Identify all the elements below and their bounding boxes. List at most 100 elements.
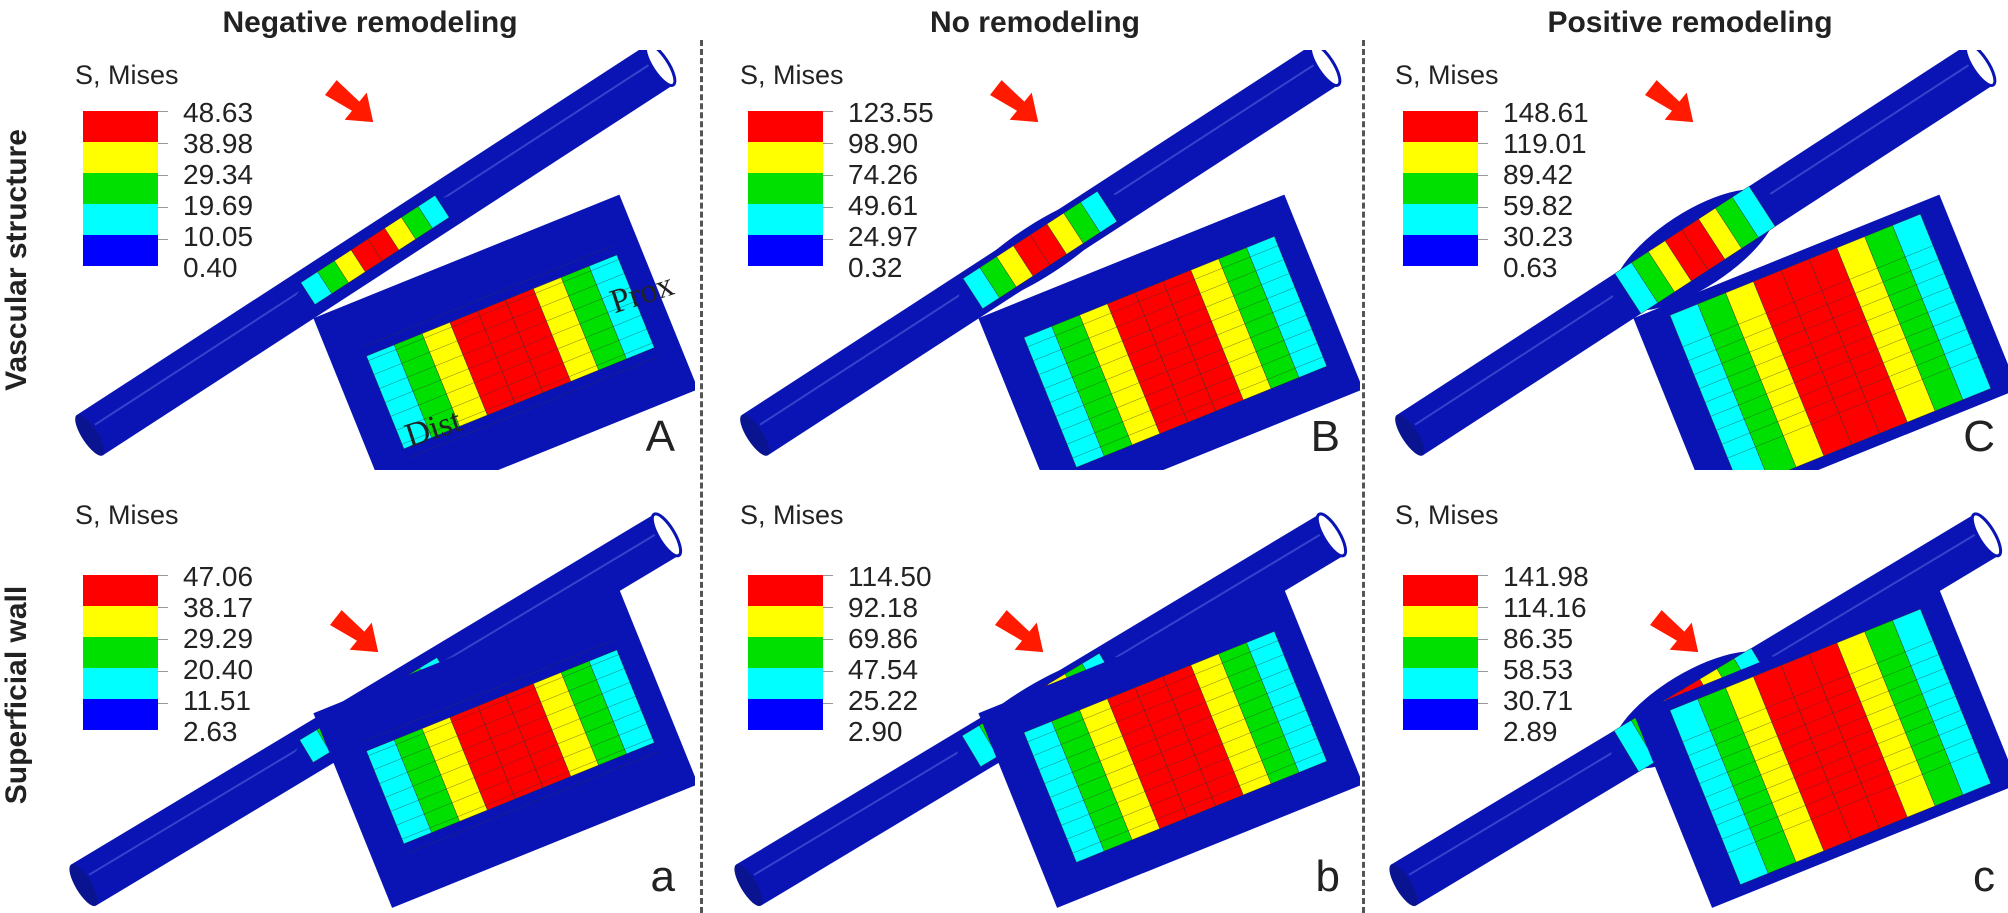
legend-tick [158, 575, 168, 607]
legend-tick [1478, 639, 1488, 671]
stress-legend: S, Mises 47.06 38.17 29.29 20.40 11.51 2.63 [75, 500, 295, 747]
mesh-line [1705, 301, 1956, 403]
legend-value: 30.23 [1503, 221, 1574, 252]
mesh-line [368, 259, 619, 361]
panel-b: S, Mises 114.50 92.18 69.86 47.54 25.22 2.90 … [710, 490, 1360, 910]
legend-value: 58.53 [1503, 654, 1574, 685]
mesh-line [396, 328, 647, 431]
legend-swatch [83, 204, 158, 235]
panel-a: S, Mises 47.06 38.17 29.29 20.40 11.51 2.63 a [45, 490, 695, 910]
row-label-vascular-structure: Vascular structure [0, 129, 33, 391]
legend-swatch [1403, 173, 1478, 204]
legend-swatch [1403, 142, 1478, 173]
legend-swatch [748, 111, 823, 142]
mesh-line [396, 723, 647, 826]
stress-legend: S, Mises 148.61 119.01 89.42 59.82 30.23 0.63 [1395, 60, 1615, 283]
mesh-line [373, 273, 625, 375]
legend-value: 69.86 [848, 623, 919, 654]
legend-value: 98.90 [848, 128, 919, 159]
legend-swatch [83, 142, 158, 173]
legend-value: 38.17 [183, 592, 254, 623]
mesh-line [1061, 723, 1312, 826]
legend-value: 123.55 [848, 97, 934, 128]
mesh-line [1710, 315, 1962, 417]
legend-swatch [83, 637, 158, 668]
legend-swatch [748, 204, 823, 235]
stress-legend: S, Mises 114.50 92.18 69.86 47.54 25.22 2.90 [740, 500, 960, 747]
legend-tick [823, 703, 833, 735]
legend-value: 25.22 [848, 685, 919, 716]
mesh-line [1721, 342, 1973, 445]
stress-band [1080, 191, 1118, 233]
legend-value: 29.29 [183, 623, 254, 654]
mesh-line [1716, 723, 1967, 826]
tube-model [1395, 50, 2008, 470]
mesh-line [385, 301, 636, 403]
legend-swatch [748, 668, 823, 699]
mesh-line [379, 682, 630, 784]
column-title-positive: Positive remodeling [1547, 6, 1833, 39]
legend-swatch [748, 575, 823, 606]
mesh-line [1716, 328, 1967, 431]
legend-tick [823, 143, 833, 175]
red-arrow-icon [325, 80, 374, 123]
legend-title: S, Mises [1395, 500, 1499, 530]
mesh-line [1727, 751, 1979, 854]
legend-value: 89.42 [1503, 159, 1574, 190]
legend-tick [1478, 671, 1488, 703]
legend-value: 47.54 [848, 654, 919, 685]
tube-lumen-end [1963, 50, 1997, 87]
legend-swatch [748, 173, 823, 204]
legend-tick [1478, 143, 1488, 175]
panel-letter: C [1963, 412, 1995, 461]
mesh-line [1693, 273, 1945, 375]
mesh-line [1061, 328, 1312, 431]
mesh-line [1721, 737, 1973, 840]
legend-tick [823, 175, 833, 207]
legend-value: 148.61 [1503, 97, 1589, 128]
legend-swatch [1403, 699, 1478, 730]
mesh-line [1693, 668, 1945, 770]
legend-value: 49.61 [848, 190, 919, 221]
mesh-line [373, 668, 625, 770]
legend-swatch [83, 699, 158, 730]
mesh-line [1688, 259, 1939, 361]
legend-swatch [83, 235, 158, 266]
legend-value: 141.98 [1503, 561, 1589, 592]
legend-value: 20.40 [183, 654, 254, 685]
legend-tick [158, 111, 168, 143]
mesh-line [1710, 710, 1962, 812]
legend-swatch [1403, 637, 1478, 668]
legend-tick [158, 607, 168, 639]
legend-swatch [748, 637, 823, 668]
legend-title: S, Mises [75, 60, 179, 90]
legend-tick [158, 143, 168, 175]
stress-legend: S, Mises 123.55 98.90 74.26 49.61 24.97 0.32 [740, 60, 960, 283]
legend-value: 59.82 [1503, 190, 1574, 221]
mesh-line [1038, 668, 1290, 770]
legend-tick [158, 639, 168, 671]
tube-model [1389, 512, 2008, 908]
panel-letter: a [650, 852, 675, 901]
legend-tick [823, 671, 833, 703]
legend-value: 24.97 [848, 221, 919, 252]
legend-tick [158, 175, 168, 207]
legend-swatch [83, 173, 158, 204]
legend-tick [823, 607, 833, 639]
tube-end [69, 864, 98, 907]
legend-swatch [83, 668, 158, 699]
red-arrow-icon [995, 610, 1044, 653]
mesh-line [362, 640, 614, 742]
panel-letter: c [1973, 852, 1995, 901]
legend-swatch [1403, 606, 1478, 637]
legend-value: 30.71 [1503, 685, 1574, 716]
legend-value: 38.98 [183, 128, 254, 159]
mesh-line [1033, 259, 1284, 361]
mesh-line [401, 342, 653, 445]
legend-tick [823, 575, 833, 607]
legend-title: S, Mises [75, 500, 179, 530]
panel-B: S, Mises 123.55 98.90 74.26 49.61 24.97 0.32 … [710, 50, 1360, 470]
legend-tick [1478, 175, 1488, 207]
mesh-line [1027, 245, 1279, 347]
legend-swatch [748, 142, 823, 173]
